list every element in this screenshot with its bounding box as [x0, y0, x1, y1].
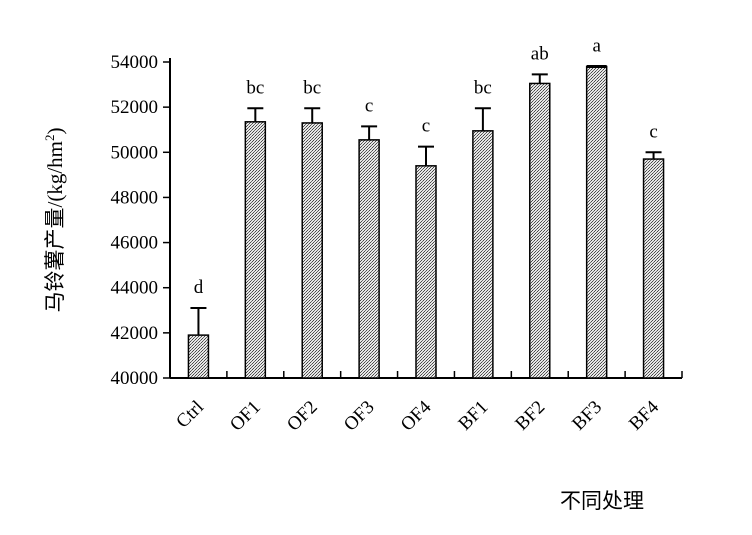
bar: [358, 139, 380, 379]
y-tick-label: 50000: [111, 142, 159, 163]
bar: [585, 65, 608, 379]
bars-group: [187, 65, 665, 379]
y-axis-title-close: ): [43, 128, 67, 135]
y-axis-title-sup: 2: [42, 135, 57, 142]
significance-label: d: [194, 277, 204, 298]
x-tick-label: Ctrl: [172, 397, 208, 433]
y-tick-label: 42000: [111, 323, 159, 344]
significance-label: c: [649, 121, 657, 142]
x-tick-label: BF2: [511, 397, 549, 435]
bar: [472, 130, 494, 379]
significance-label: c: [365, 95, 373, 116]
bar: [187, 334, 210, 379]
x-tick-label: OF2: [283, 397, 322, 436]
significance-label: a: [592, 36, 601, 57]
significance-label: bc: [474, 77, 492, 98]
y-tick-label: 44000: [111, 278, 159, 299]
bar: [301, 122, 323, 379]
y-tick-label: 54000: [111, 52, 159, 73]
x-tick-label: OF3: [340, 397, 379, 436]
significance-label: c: [422, 116, 430, 137]
bar: [529, 82, 551, 379]
x-tick-label: OF1: [226, 397, 265, 436]
x-tick-label: BF4: [625, 396, 663, 434]
bar: [415, 165, 437, 379]
y-axis-title-main: 马铃薯产量/(kg/hm: [43, 141, 67, 313]
y-tick-label: 46000: [111, 233, 159, 254]
y-tick-label: 52000: [111, 97, 159, 118]
significance-label: bc: [246, 77, 264, 98]
x-axis-title: 不同处理: [560, 489, 644, 513]
bar: [642, 158, 665, 379]
significance-label: bc: [303, 77, 321, 98]
x-tick-label: OF4: [397, 396, 436, 435]
x-tick-label: BF1: [454, 397, 492, 435]
y-axis-title: 马铃薯产量/(kg/hm2): [42, 128, 67, 313]
significance-label: ab: [531, 43, 549, 64]
bar: [244, 121, 267, 379]
y-tick-label: 40000: [111, 368, 159, 389]
x-tick-label: BF3: [568, 397, 606, 435]
y-tick-label: 48000: [111, 187, 159, 208]
